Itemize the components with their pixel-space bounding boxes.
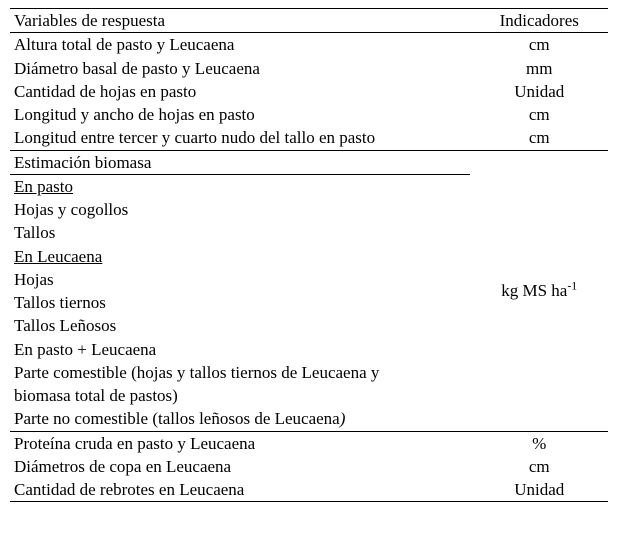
- biomass-indicator-sup: -1: [567, 278, 577, 292]
- var-ind: cm: [470, 455, 608, 478]
- var-text: Diámetros de copa en Leucaena: [10, 455, 470, 478]
- biomass-line: Tallos: [10, 221, 470, 244]
- var-ind: mm: [470, 57, 608, 80]
- var-text: Cantidad de rebrotes en Leucaena: [10, 478, 470, 502]
- biomass-line: Hojas: [10, 268, 470, 291]
- biomass-line: biomasa total de pastos): [10, 384, 470, 407]
- biomass-line: Parte no comestible (tallos leñosos de L…: [10, 407, 470, 431]
- biomass-indicator-prefix: kg MS ha: [501, 281, 567, 300]
- biomass-line: Parte comestible (hojas y tallos tiernos…: [10, 361, 470, 384]
- biomass-heading: Estimación biomasa: [10, 150, 470, 174]
- biomass-line: En pasto + Leucaena: [10, 338, 470, 361]
- biomass-line: Hojas y cogollos: [10, 198, 470, 221]
- biomass-subheading: En pasto: [10, 174, 470, 198]
- var-text: Cantidad de hojas en pasto: [10, 80, 470, 103]
- var-text: Diámetro basal de pasto y Leucaena: [10, 57, 470, 80]
- var-ind: Unidad: [470, 80, 608, 103]
- var-ind: cm: [470, 33, 608, 57]
- var-ind: %: [470, 431, 608, 455]
- var-text: Proteína cruda en pasto y Leucaena: [10, 431, 470, 455]
- var-text: Longitud entre tercer y cuarto nudo del …: [10, 126, 470, 150]
- var-ind: Unidad: [470, 478, 608, 502]
- biomass-line: Tallos tiernos: [10, 291, 470, 314]
- header-indicators: Indicadores: [470, 9, 608, 33]
- biomass-subheading: En Leucaena: [10, 245, 470, 268]
- biomass-line: Tallos Leñosos: [10, 314, 470, 337]
- header-variables: Variables de respuesta: [10, 9, 470, 33]
- variables-table: Variables de respuesta Indicadores Altur…: [10, 8, 608, 502]
- var-text: Altura total de pasto y Leucaena: [10, 33, 470, 57]
- biomass-indicator: kg MS ha-1: [470, 150, 608, 431]
- var-ind: cm: [470, 126, 608, 150]
- var-ind: cm: [470, 103, 608, 126]
- var-text: Longitud y ancho de hojas en pasto: [10, 103, 470, 126]
